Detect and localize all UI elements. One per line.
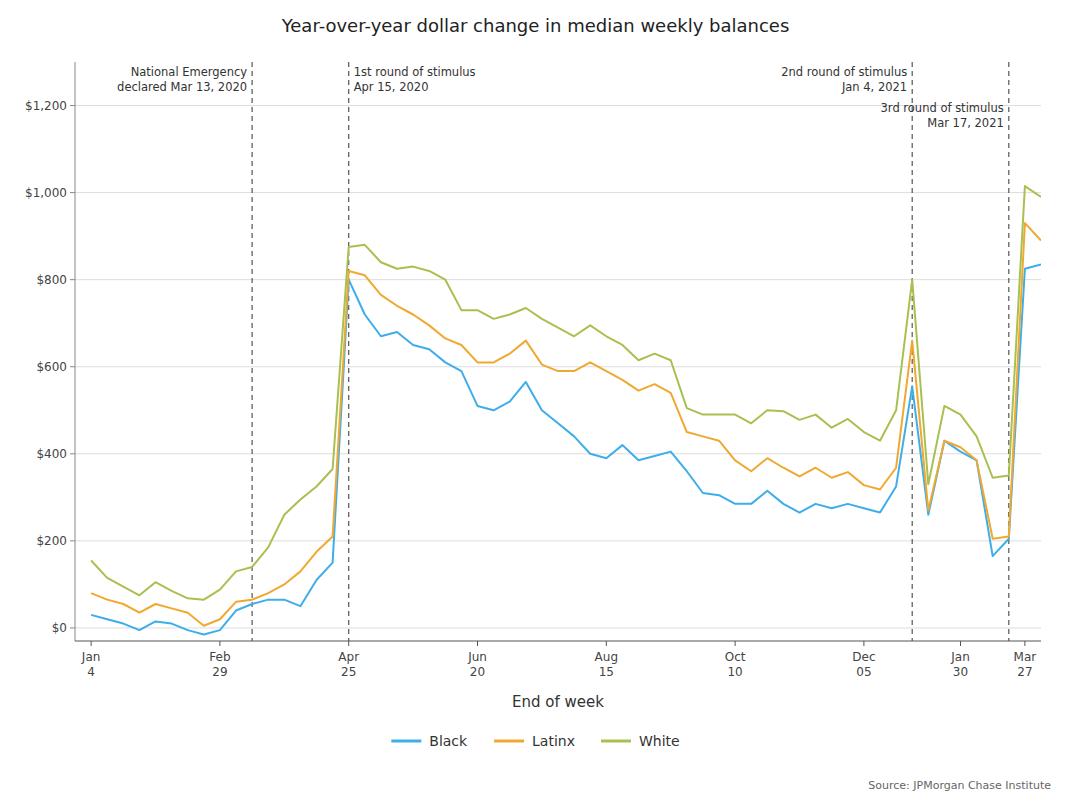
x-tick-label: Jun20 [467, 650, 487, 679]
y-tick [70, 540, 75, 541]
x-tick-label: Oct10 [725, 650, 746, 679]
x-tick [91, 641, 92, 646]
source: Source: JPMorgan Chase Institute [868, 779, 1051, 792]
y-axis-line [75, 62, 76, 641]
x-tick-label: Aug15 [595, 650, 618, 679]
legend-swatch [494, 740, 524, 743]
x-tick [348, 641, 349, 646]
x-tick [863, 641, 864, 646]
grid-line [75, 627, 1041, 628]
grid-line [75, 453, 1041, 454]
grid-line [75, 366, 1041, 367]
event-line [252, 62, 253, 641]
x-tick [1024, 641, 1025, 646]
series-line [91, 223, 1041, 626]
x-tick-label: Jan4 [81, 650, 101, 679]
y-tick [70, 627, 75, 628]
legend-label: Latinx [532, 733, 575, 749]
plot-area [91, 62, 1041, 641]
legend-label: White [639, 733, 680, 749]
grid-line [75, 192, 1041, 193]
legend-swatch [391, 740, 421, 743]
x-tick [735, 641, 736, 646]
y-grid [70, 106, 1041, 628]
y-tick [70, 453, 75, 454]
x-tick-label: Feb29 [209, 650, 230, 679]
grid-line [75, 279, 1041, 280]
background [0, 0, 1071, 801]
legend-label: Black [429, 733, 468, 749]
x-tick-label: Apr25 [338, 650, 359, 679]
event-line [348, 62, 349, 641]
x-tick [960, 641, 961, 646]
y-tick [70, 192, 75, 193]
grid-line [75, 540, 1041, 541]
annotation: 2nd round of stimulusJan 4, 2021 [781, 65, 907, 94]
y-tick-label: $800 [36, 273, 67, 287]
x-tick-label: Dec05 [852, 650, 875, 679]
x-tick-label: Mar27 [1014, 650, 1037, 679]
y-tick [70, 366, 75, 367]
x-axis-label: End of week [512, 693, 604, 711]
x-tick [606, 641, 607, 646]
legend-swatch [601, 740, 631, 743]
annotation: 1st round of stimulusApr 15, 2020 [354, 65, 476, 94]
y-tick-label: $0 [52, 621, 67, 635]
x-tick-label: Jan30 [950, 650, 970, 679]
y-tick-label: $400 [36, 447, 67, 461]
annotation: National Emergencydeclared Mar 13, 2020 [117, 65, 247, 94]
legend: Black Latinx White [391, 733, 679, 749]
chart: Year-over-year dollar change in median w… [0, 0, 1071, 801]
series-line [91, 186, 1041, 600]
y-tick-label: $1,000 [25, 186, 67, 200]
y-tick-label: $1,200 [25, 99, 67, 113]
event-line [1008, 62, 1009, 641]
y-tick [70, 279, 75, 280]
title: Year-over-year dollar change in median w… [281, 15, 790, 36]
y-tick-label: $200 [36, 534, 67, 548]
y-tick [70, 105, 75, 106]
annotation: 3rd round of stimulusMar 17, 2021 [881, 101, 1004, 130]
x-tick [219, 641, 220, 646]
y-tick-label: $600 [36, 360, 67, 374]
x-tick [477, 641, 478, 646]
